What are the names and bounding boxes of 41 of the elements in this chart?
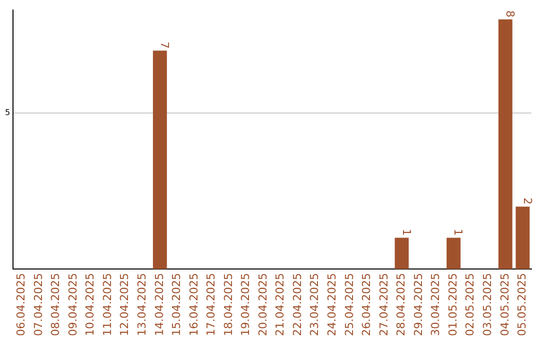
bar [498,19,512,270]
x-tick-label: 20.04.2025 [256,273,270,336]
x-tick-label: 10.04.2025 [84,273,97,336]
bar [152,50,167,270]
x-tick-label: 01.05.2025 [446,273,460,336]
x-tick-label: 25.04.2025 [342,273,356,336]
x-tick-label: 05.05.2025 [516,273,529,336]
x-tick-label: 09.04.2025 [66,273,80,336]
bar [516,206,530,270]
data-label: 1 [452,228,465,236]
y-tick-label: 5 [4,108,10,118]
x-tick-label: 26.04.2025 [360,273,374,336]
bar [446,238,461,270]
x-tick-label: 24.04.2025 [326,273,339,336]
x-tick-label: 21.04.2025 [274,273,287,336]
x-tick-label: 29.04.2025 [412,273,425,336]
data-label: 2 [520,198,534,205]
data-label: 1 [400,228,413,236]
data-label: 7 [158,42,172,49]
x-tick-label: 14.04.2025 [152,273,166,336]
x-tick-label: 16.04.2025 [187,273,200,336]
x-tick-label: 30.04.2025 [429,273,442,336]
x-tick-label: 03.05.2025 [480,273,494,336]
x-tick-label: 18.04.2025 [222,273,235,336]
x-tick-label: 17.04.2025 [204,273,218,336]
x-tick-label: 27.04.2025 [377,273,390,336]
x-tick-label: 28.04.2025 [394,273,408,336]
bar [394,238,409,270]
x-tick-label: 19.04.2025 [239,273,252,336]
x-tick-label: 06.04.2025 [14,273,28,336]
x-tick-label: 02.05.2025 [464,273,477,336]
x-tick-label: 04.05.2025 [498,273,512,336]
x-tick-label: 13.04.2025 [136,273,149,336]
x-tick-label: 08.04.2025 [49,273,62,336]
x-tick-label: 23.04.2025 [308,273,322,336]
x-tick-label: 15.04.2025 [170,273,184,336]
x-tick-label: 11.04.2025 [100,273,114,336]
x-tick-label: 07.04.2025 [32,273,45,336]
x-tick-label: 12.04.2025 [118,273,132,336]
data-label: 8 [504,10,517,18]
x-tick-label: 22.04.2025 [290,273,304,336]
